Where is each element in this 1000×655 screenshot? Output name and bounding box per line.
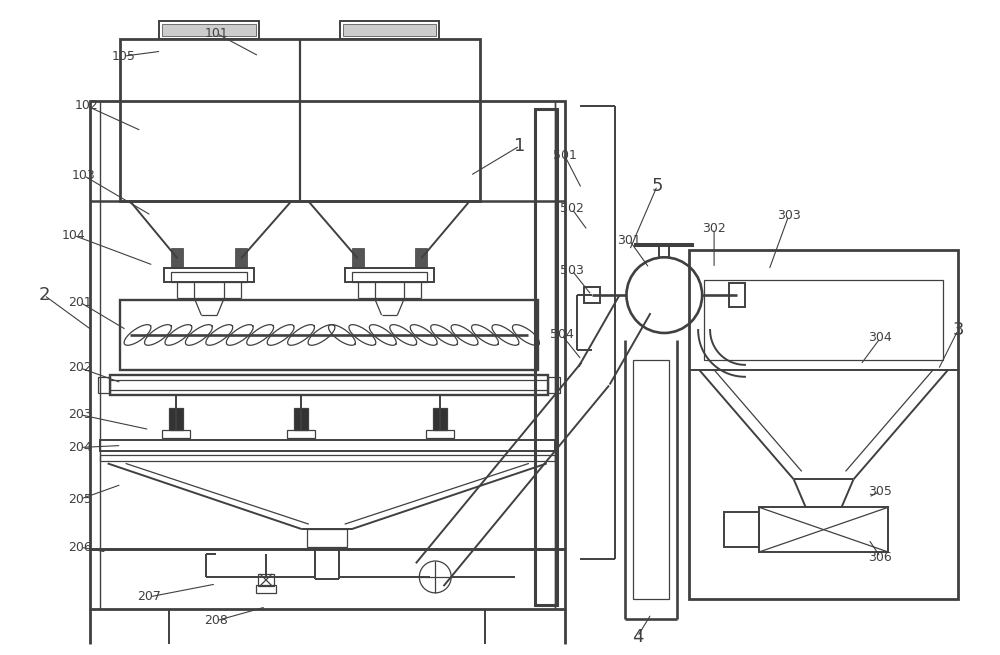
Bar (415, 248, 427, 269)
Bar (759, 507, 888, 552)
Bar (724, 512, 759, 547)
Text: 305: 305 (868, 485, 892, 498)
Bar (162, 430, 190, 438)
Text: 302: 302 (702, 222, 726, 235)
Bar (100, 455, 555, 461)
Text: 201: 201 (68, 295, 92, 309)
Bar (548, 377, 560, 393)
Bar (162, 24, 256, 36)
Bar (433, 407, 447, 430)
Bar (340, 22, 439, 39)
Bar (426, 430, 454, 438)
Bar (535, 109, 557, 605)
Text: 304: 304 (869, 331, 892, 345)
Text: 103: 103 (72, 169, 96, 182)
Text: 204: 204 (68, 441, 92, 454)
Bar (704, 280, 943, 360)
Text: 207: 207 (138, 590, 161, 603)
Text: 203: 203 (68, 408, 92, 421)
Text: 205: 205 (68, 493, 92, 506)
Bar (171, 248, 183, 269)
Text: 206: 206 (68, 540, 92, 553)
Bar (100, 440, 555, 451)
Bar (345, 269, 434, 282)
Bar (352, 248, 364, 269)
Bar (171, 272, 247, 282)
Text: 101: 101 (204, 27, 228, 40)
Text: 4: 4 (632, 627, 643, 646)
Bar (689, 250, 958, 599)
Bar (110, 375, 548, 395)
Bar (120, 39, 480, 200)
Bar (98, 377, 110, 393)
Text: 202: 202 (68, 362, 92, 374)
Text: 502: 502 (560, 202, 584, 215)
Bar (164, 269, 254, 282)
Bar (352, 272, 427, 282)
Text: 105: 105 (112, 50, 136, 63)
Text: 301: 301 (618, 234, 641, 247)
Bar (729, 283, 745, 307)
Bar (287, 430, 315, 438)
Text: 303: 303 (777, 209, 801, 222)
Bar (235, 248, 247, 269)
Bar (120, 300, 538, 370)
Text: 504: 504 (550, 328, 574, 341)
Text: 208: 208 (204, 614, 228, 627)
Text: 1: 1 (514, 137, 526, 155)
Bar (90, 101, 565, 608)
Bar (169, 407, 183, 430)
Bar (343, 24, 436, 36)
Text: 503: 503 (560, 264, 584, 277)
Bar (159, 22, 259, 39)
Bar (307, 529, 347, 547)
Text: 2: 2 (38, 286, 50, 304)
Bar (294, 407, 308, 430)
Text: 501: 501 (553, 149, 577, 162)
Text: 102: 102 (75, 100, 99, 113)
Bar (633, 360, 669, 599)
Bar (584, 287, 600, 303)
Text: 3: 3 (952, 321, 964, 339)
Text: 104: 104 (62, 229, 86, 242)
Text: 5: 5 (652, 177, 663, 195)
Text: 306: 306 (869, 550, 892, 563)
Bar (258, 574, 274, 586)
Bar (256, 585, 276, 593)
